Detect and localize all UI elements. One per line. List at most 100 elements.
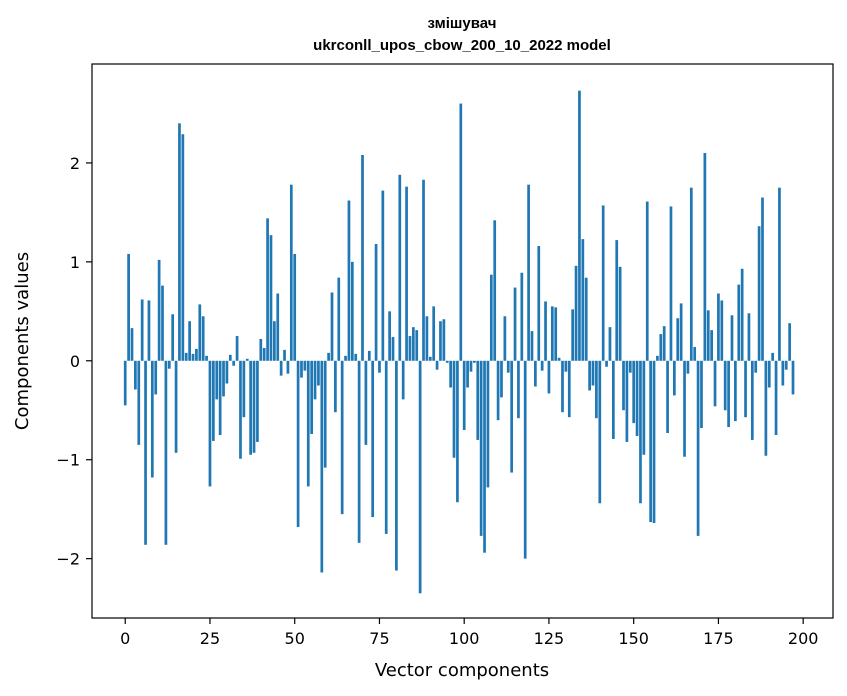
bar-156: [652, 360, 656, 524]
bar-114: [510, 360, 514, 473]
bar-111: [500, 360, 503, 398]
bar-187: [757, 226, 761, 361]
bar-75: [378, 360, 381, 373]
bar-35: [242, 360, 246, 418]
bar-27: [215, 360, 219, 400]
bar-174: [713, 360, 717, 407]
bar-170: [700, 360, 703, 429]
bar-55: [310, 360, 314, 434]
bar-46: [279, 360, 283, 376]
bar-48: [286, 360, 290, 374]
bar-112: [503, 316, 507, 361]
bar-64: [340, 360, 344, 515]
bar-123: [540, 360, 544, 371]
plot-frame: [91, 63, 834, 619]
bar-173: [710, 330, 713, 361]
bar-150: [632, 360, 636, 424]
bar-45: [276, 293, 280, 361]
bar-77: [384, 360, 388, 534]
bar-151: [635, 360, 639, 436]
bar-28: [218, 360, 222, 435]
bar-82: [401, 360, 405, 400]
bar-102: [469, 360, 473, 372]
bar-154: [645, 201, 649, 361]
bar-109: [493, 220, 497, 361]
bar-14: [171, 314, 175, 361]
bar-160: [666, 360, 669, 434]
x-tick-label: 150: [618, 629, 649, 648]
bar-30: [225, 360, 229, 384]
bar-145: [615, 240, 619, 361]
bar-131: [567, 360, 571, 418]
bar-34: [239, 360, 242, 459]
bar-184: [747, 313, 751, 361]
bar-139: [595, 360, 598, 419]
bar-108: [489, 274, 493, 361]
bar-87: [418, 360, 422, 594]
bar-137: [588, 360, 591, 391]
bar-185: [750, 360, 754, 440]
y-tick-label: −2: [56, 550, 80, 569]
bar-20: [191, 353, 195, 361]
bar-115: [513, 287, 517, 361]
bar-138: [591, 360, 595, 386]
x-tick-label: 0: [120, 629, 130, 648]
bar-178: [727, 360, 730, 428]
bar-152: [639, 360, 642, 504]
y-tick-label: 2: [70, 154, 80, 173]
bar-161: [669, 206, 673, 361]
bar-180: [734, 360, 737, 422]
bars-group: [123, 90, 795, 594]
bar-193: [778, 187, 781, 361]
bar-125: [547, 360, 551, 394]
bar-194: [781, 360, 785, 386]
bar-38: [252, 360, 256, 453]
bar-16: [178, 123, 181, 361]
bar-92: [435, 360, 439, 370]
bar-104: [476, 360, 480, 440]
bar-93: [439, 321, 442, 361]
bar-118: [523, 360, 527, 559]
bar-169: [696, 360, 700, 536]
x-axis-ticks: 0 25 50 75 100 125 150 175 200: [120, 618, 818, 648]
bar-70: [361, 155, 364, 361]
bar-148: [625, 360, 629, 442]
x-tick-label: 125: [534, 629, 565, 648]
bar-168: [693, 346, 697, 361]
bar-59: [323, 360, 327, 468]
bar-119: [527, 184, 530, 361]
y-tick-label: −1: [56, 451, 80, 470]
bar-52: [300, 360, 303, 378]
bar-144: [611, 360, 615, 439]
bar-110: [496, 360, 500, 421]
bar-68: [354, 353, 358, 361]
bar-177: [723, 360, 727, 411]
bar-172: [706, 310, 710, 361]
bar-182: [740, 268, 744, 361]
bar-132: [571, 309, 575, 361]
bar-62: [334, 360, 337, 413]
bar-15: [174, 360, 178, 453]
bar-32: [232, 360, 236, 366]
x-tick-label: 50: [285, 629, 305, 648]
chart-title: змішувач: [428, 15, 497, 32]
bar-29: [222, 360, 225, 397]
bar-43: [269, 235, 273, 361]
bar-80: [395, 360, 398, 571]
bar-127: [554, 307, 558, 361]
bar-53: [303, 360, 307, 371]
bar-42: [266, 218, 269, 361]
bar-133: [574, 265, 578, 361]
bar-189: [764, 360, 768, 456]
x-tick-label: 100: [449, 629, 480, 648]
bar-120: [530, 331, 534, 361]
bar-101: [466, 360, 469, 388]
bar-69: [357, 360, 361, 543]
bar-2: [130, 328, 134, 361]
x-tick-label: 75: [369, 629, 389, 648]
bar-8: [150, 360, 154, 478]
bar-60: [327, 352, 330, 361]
bar-181: [737, 284, 741, 361]
bar-66: [347, 200, 351, 361]
